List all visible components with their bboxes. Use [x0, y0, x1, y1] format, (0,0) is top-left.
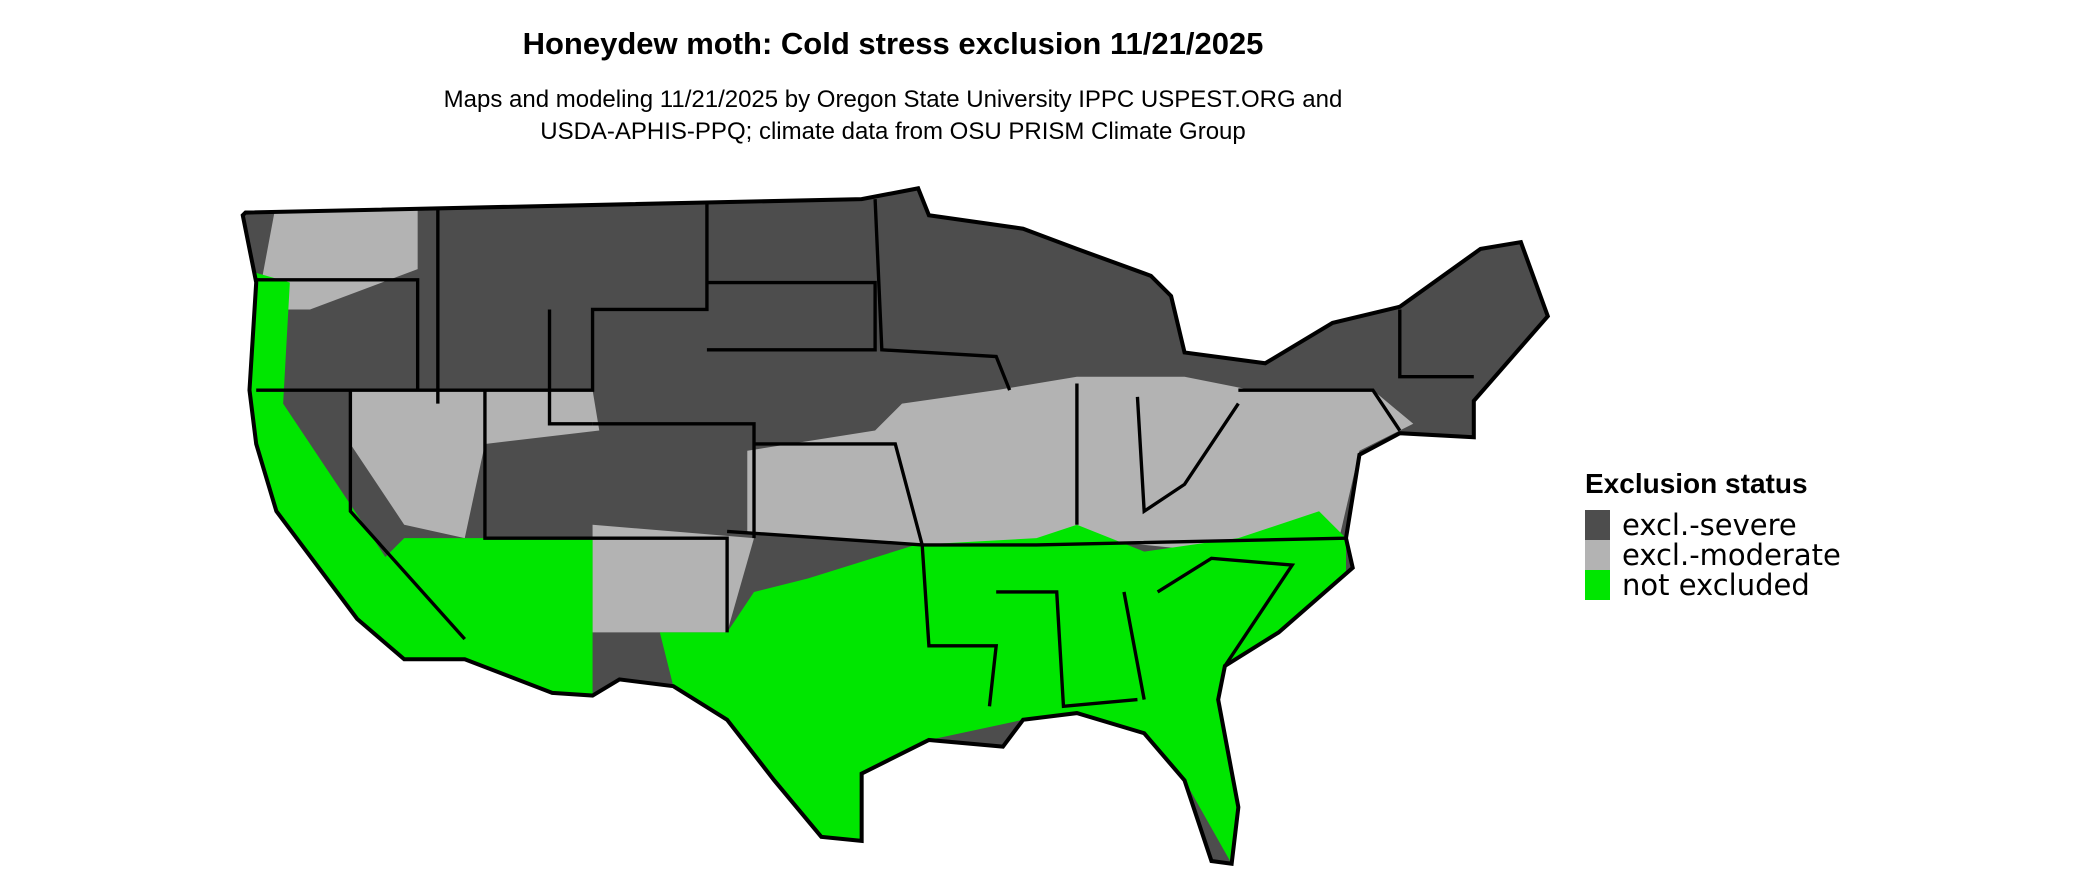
legend-label: excl.-moderate	[1622, 538, 1841, 572]
region-moderate-southwest	[592, 524, 755, 633]
map-title: Honeydew moth: Cold stress exclusion 11/…	[522, 26, 1264, 61]
state-boundaries	[249, 199, 1474, 709]
region-not-excluded-south	[659, 511, 1346, 864]
region-not-excluded-arizona	[363, 538, 593, 696]
legend-swatch-severe	[1585, 510, 1610, 540]
legend-label: not excluded	[1622, 568, 1810, 602]
map-subtitle-line-2: USDA-APHIS-PPQ; climate data from OSU PR…	[540, 118, 1246, 145]
legend-label: excl.-severe	[1622, 508, 1797, 542]
legend-swatch-not-excluded	[1585, 570, 1610, 600]
region-moderate-northwest	[256, 201, 418, 310]
legend-item-not-excluded: not excluded	[1585, 568, 1841, 602]
region-not-excluded-west-coast	[242, 269, 405, 660]
region-moderate-great-basin	[350, 390, 600, 539]
legend-item-severe: excl.-severe	[1585, 508, 1841, 542]
legend: Exclusion status excl.-severe excl.-mode…	[1585, 468, 1841, 602]
legend-title: Exclusion status	[1585, 468, 1808, 499]
legend-item-moderate: excl.-moderate	[1585, 538, 1841, 572]
map-subtitle-line-1: Maps and modeling 11/21/2025 by Oregon S…	[443, 86, 1343, 113]
legend-swatch-moderate	[1585, 540, 1610, 570]
